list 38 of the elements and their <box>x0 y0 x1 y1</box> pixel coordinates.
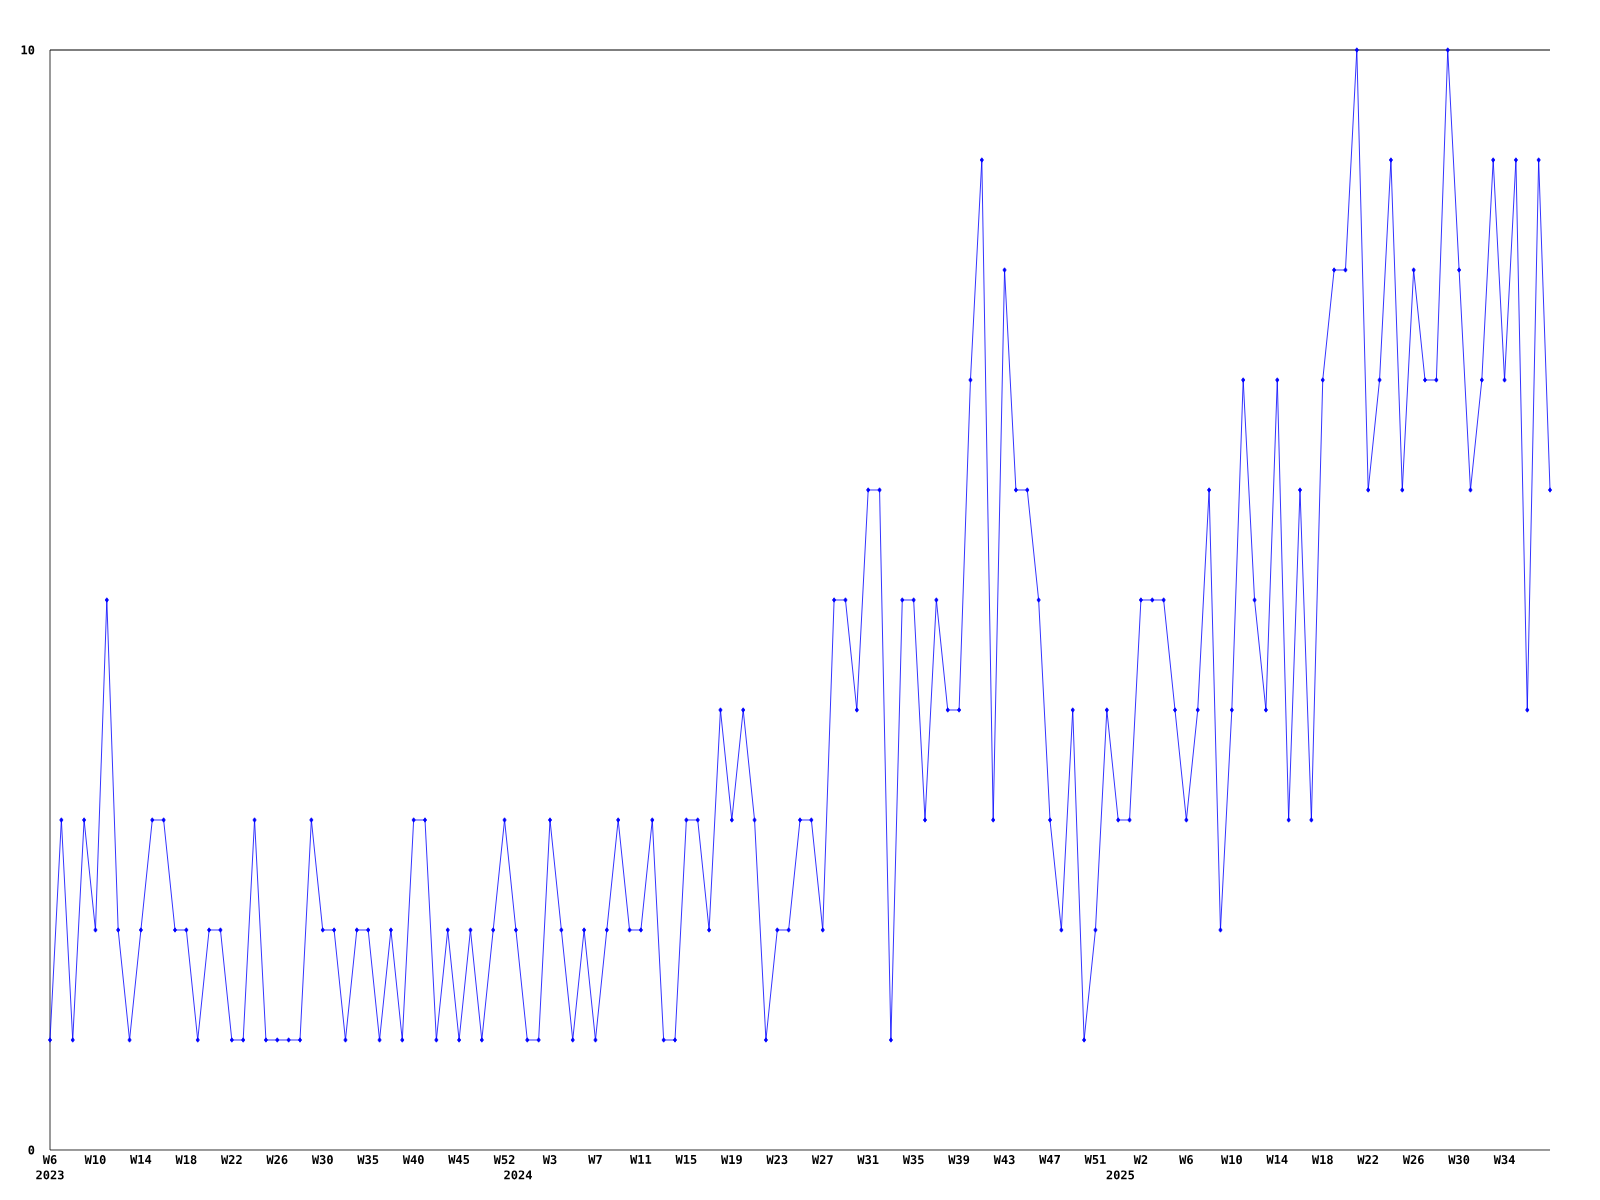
x-tick-label: W34 <box>1493 1155 1515 1165</box>
x-tick-label: W7 <box>588 1155 602 1164</box>
x-tick-label: W18 <box>1311 1155 1333 1165</box>
x-tick-label: W2 <box>1133 1155 1148 1164</box>
x-tick-label: W22 <box>1357 1155 1379 1164</box>
x-tick-label: W51 <box>1084 1155 1106 1164</box>
x-tick-label: W35 <box>357 1155 379 1165</box>
x-tick-label: W27 <box>811 1155 833 1164</box>
x-tick-label: W14 <box>130 1155 152 1164</box>
x-tick-label: W19 <box>720 1155 742 1165</box>
x-tick-label: W45 <box>448 1155 470 1164</box>
x-tick-label: W3 <box>542 1155 557 1165</box>
x-tick-label: W43 <box>993 1155 1015 1165</box>
y-tick-label: 10 <box>21 45 35 55</box>
x-tick-label: W10 <box>1220 1155 1242 1165</box>
x-tick-label: W31 <box>857 1155 879 1165</box>
x-tick-label: W39 <box>948 1155 970 1165</box>
x-tick-label: W10 <box>84 1155 106 1165</box>
x-tick-label: W26 <box>1402 1155 1424 1165</box>
x-tick-label: W52 <box>493 1155 515 1165</box>
text: 2024 <box>504 1170 532 1180</box>
x-tick-label: W40 <box>402 1155 424 1165</box>
x-tick-label: W6 <box>42 1155 57 1165</box>
x-tick-label: W15 <box>675 1155 697 1164</box>
x-tick-label: W23 <box>766 1155 788 1165</box>
x-tick-label: W18 <box>175 1155 197 1165</box>
x-tick-label: W26 <box>266 1155 288 1165</box>
x-tick-label: W14 <box>1266 1155 1288 1164</box>
x-tick-label: W22 <box>220 1155 242 1164</box>
x-tick-label: W35 <box>902 1155 924 1165</box>
text: 2025 <box>1106 1170 1135 1180</box>
text: 2023 <box>36 1170 64 1180</box>
y-tick-label: 0 <box>28 1145 35 1155</box>
x-tick-label: W6 <box>1179 1155 1193 1165</box>
x-tick-label: W30 <box>1448 1155 1470 1165</box>
x-tick-label: W11 <box>630 1155 652 1164</box>
x-tick-label: W30 <box>311 1155 333 1165</box>
x-tick-label: W47 <box>1039 1155 1060 1164</box>
